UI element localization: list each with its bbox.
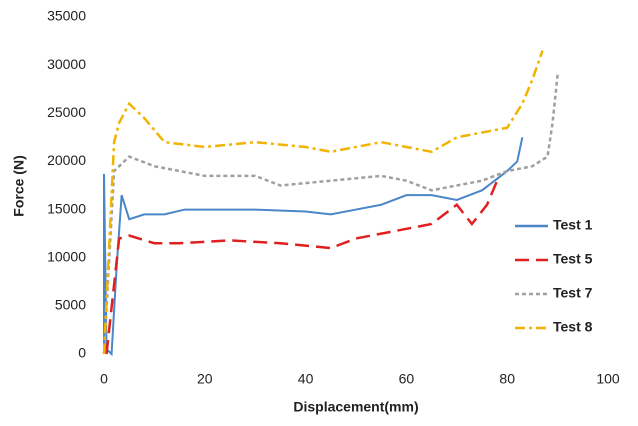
x-tick-label: 60: [399, 371, 415, 387]
data-line: [103, 137, 524, 357]
x-tick-label: 80: [499, 371, 515, 387]
y-axis-title: Force (N): [11, 155, 27, 216]
data-line: [102, 50, 544, 355]
x-tick-label: 100: [596, 371, 620, 387]
y-tick-label: 5000: [55, 297, 86, 313]
y-tick-label: 10000: [47, 248, 86, 264]
data-line: [102, 74, 559, 355]
legend-label: Test 5: [553, 251, 593, 267]
legend-label: Test 1: [553, 217, 593, 233]
y-tick-label: 20000: [47, 152, 86, 168]
data-line: [105, 180, 499, 355]
y-tick-label: 15000: [47, 200, 86, 216]
y-tick-label: 25000: [47, 104, 86, 120]
y-tick-label: 0: [78, 345, 86, 361]
legend-label: Test 8: [553, 319, 593, 335]
x-axis-title: Displacement(mm): [293, 399, 418, 415]
y-tick-label: 35000: [47, 8, 86, 24]
x-tick-label: 20: [197, 371, 213, 387]
x-tick-label: 0: [100, 371, 108, 387]
x-tick-label: 40: [298, 371, 314, 387]
y-tick-label: 30000: [47, 56, 86, 72]
legend-label: Test 7: [553, 285, 593, 301]
